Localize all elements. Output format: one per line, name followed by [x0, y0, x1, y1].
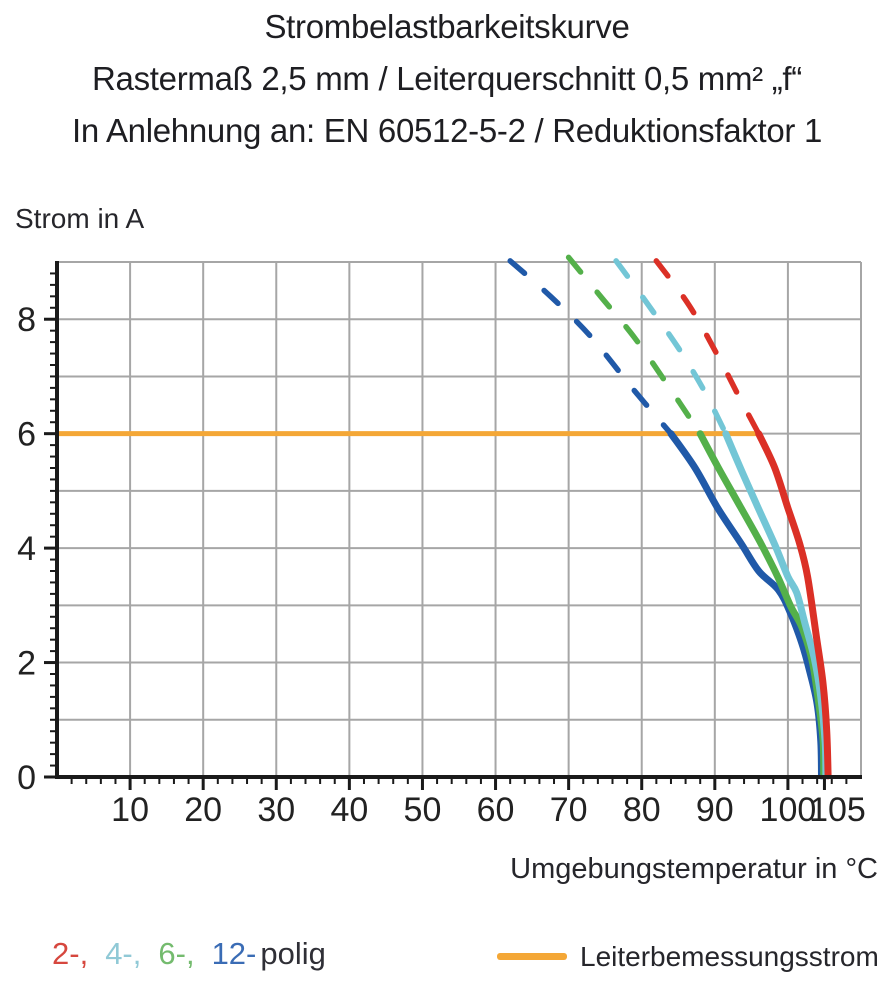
poles-legend-item: 2-,	[52, 936, 89, 971]
poles-legend-item: 6-,	[158, 936, 195, 971]
x-tick-label: 105	[809, 791, 866, 829]
chart-title-line3: In Anlehnung an: EN 60512-5-2 / Reduktio…	[71, 112, 822, 149]
y-tick-label: 6	[17, 416, 36, 454]
y-tick-label: 2	[17, 645, 36, 683]
curve-6-polig-dashed	[565, 254, 703, 437]
y-axis-title: Strom in A	[15, 203, 145, 234]
x-tick-label: 40	[330, 791, 368, 829]
curve-2-polig-dashed	[653, 258, 762, 437]
x-tick-label: 80	[623, 791, 661, 829]
poles-legend-item: 12-	[211, 936, 257, 971]
x-axis-title: Umgebungstemperatur in °C	[510, 853, 878, 885]
x-tick-label: 90	[696, 791, 734, 829]
curve-12-polig-dashed	[507, 258, 674, 437]
chart-title-block: Strombelastbarkeitskurve Rastermaß 2,5 m…	[0, 1, 894, 157]
x-tick-label: 100	[760, 791, 817, 829]
x-tick-label: 10	[111, 791, 149, 829]
chart-title-line2: Rastermaß 2,5 mm / Leiterquerschnitt 0,5…	[92, 60, 802, 97]
rated-current-swatch	[497, 953, 567, 960]
y-tick-label: 4	[17, 530, 36, 568]
poles-legend-item: 4-,	[105, 936, 142, 971]
y-tick-label: 0	[17, 759, 36, 797]
x-tick-label: 50	[404, 791, 442, 829]
curve-4-polig-dashed	[613, 258, 729, 437]
poles-legend-suffix: polig	[260, 936, 326, 971]
rated-current-label: Leiterbemessungsstrom	[580, 941, 879, 972]
x-tick-label: 70	[550, 791, 588, 829]
curve-2-polig-solid	[755, 430, 832, 780]
x-tick-label: 60	[477, 791, 515, 829]
y-tick-label: 8	[17, 301, 36, 339]
poles-legend: 2-, 4-, 6-, 12- polig	[52, 936, 326, 972]
chart-title-line1: Strombelastbarkeitskurve	[264, 8, 630, 45]
x-tick-label: 30	[257, 791, 295, 829]
x-tick-label: 20	[184, 791, 222, 829]
